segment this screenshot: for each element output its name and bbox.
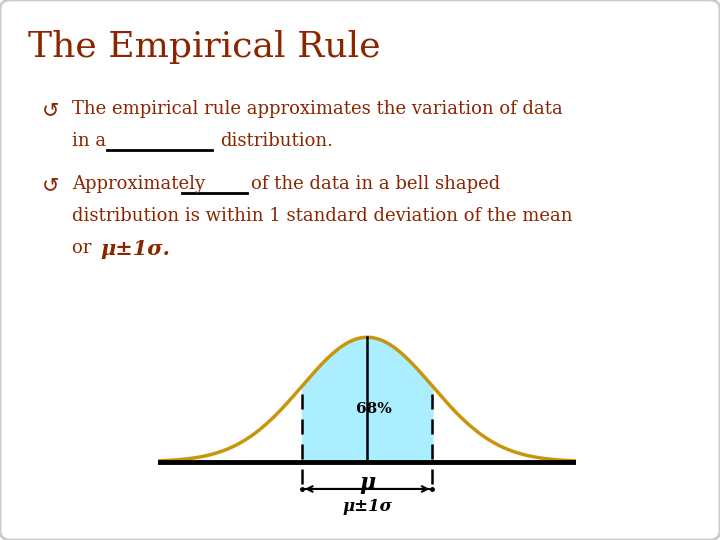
Text: of the data in a bell shaped: of the data in a bell shaped: [251, 175, 500, 193]
Text: or: or: [72, 239, 103, 257]
Text: distribution.: distribution.: [220, 132, 333, 150]
Text: The Empirical Rule: The Empirical Rule: [28, 30, 381, 64]
Text: μ±1σ: μ±1σ: [342, 498, 392, 515]
Text: in a: in a: [72, 132, 106, 150]
Text: ↺: ↺: [42, 175, 60, 195]
Text: distribution is within 1 standard deviation of the mean: distribution is within 1 standard deviat…: [72, 207, 572, 225]
Text: The empirical rule approximates the variation of data: The empirical rule approximates the vari…: [72, 100, 563, 118]
Text: μ±1σ.: μ±1σ.: [100, 239, 170, 259]
Text: μ: μ: [359, 471, 375, 494]
Text: ↺: ↺: [42, 100, 60, 120]
Text: Approximately: Approximately: [72, 175, 205, 193]
Text: 68%: 68%: [356, 402, 392, 416]
